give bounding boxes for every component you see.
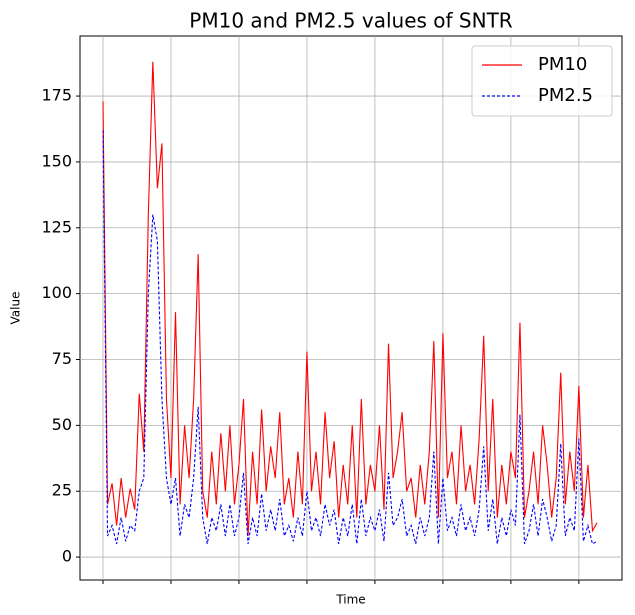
y-tick-label: 25 (52, 481, 72, 500)
series-line (102, 130, 598, 545)
y-tick-label: 75 (52, 349, 72, 368)
legend-box (471, 45, 613, 117)
plot-frame (79, 35, 623, 581)
chart-title: PM10 and PM2.5 values of SNTR (189, 9, 513, 33)
x-axis-label: Time (335, 593, 365, 607)
legend-label: PM10 (538, 54, 587, 75)
series-line (102, 61, 598, 537)
legend-label: PM2.5 (538, 85, 593, 106)
y-tick-label: 100 (41, 283, 72, 302)
y-axis-label: Value (9, 292, 23, 325)
y-tick-label: 0 (62, 547, 72, 566)
y-tick-label: 125 (41, 217, 72, 236)
y-tick-label: 50 (52, 415, 72, 434)
y-tick-label: 175 (41, 86, 72, 105)
y-tick-label: 150 (41, 151, 72, 170)
